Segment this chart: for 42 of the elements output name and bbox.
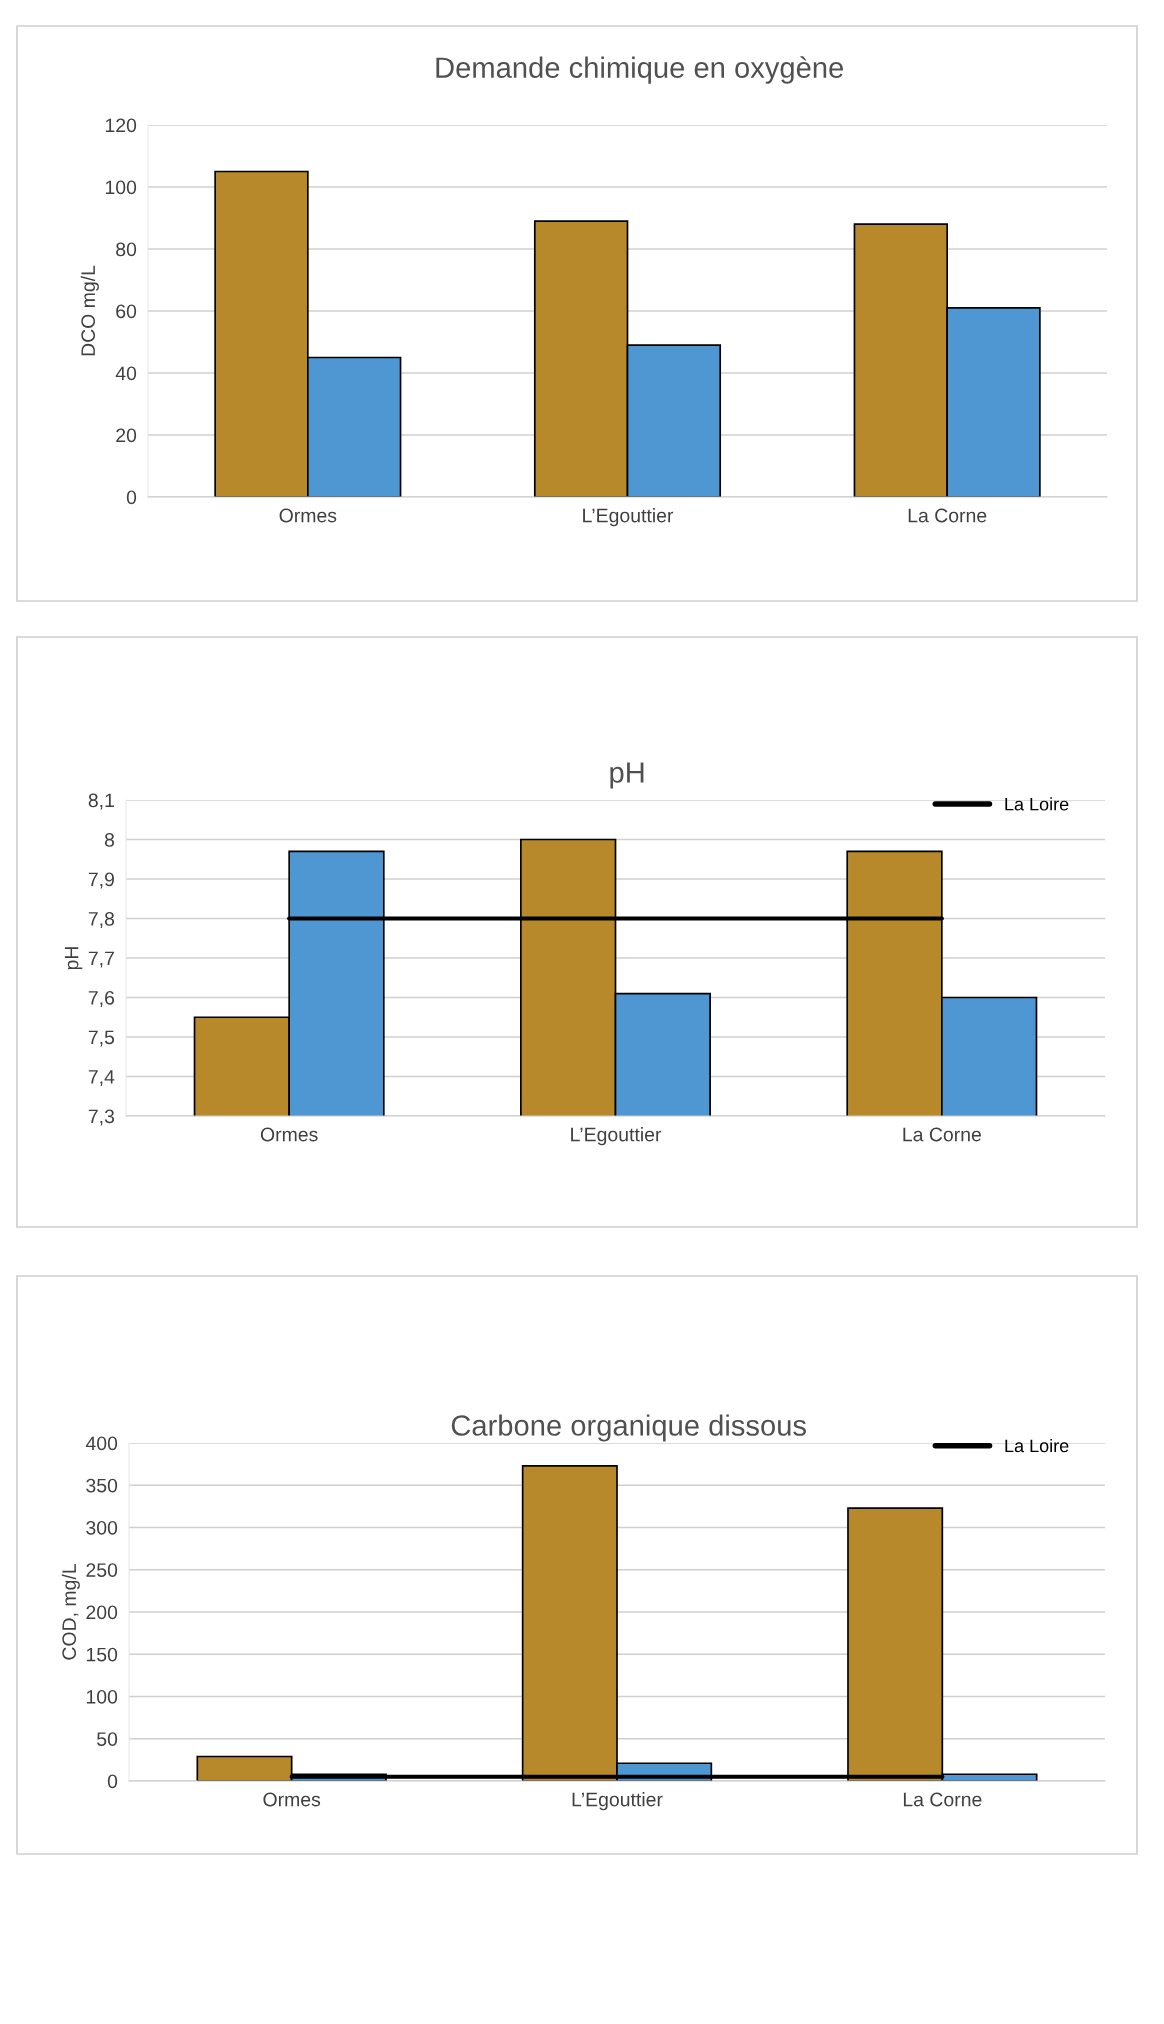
chart-title: pH xyxy=(610,762,644,789)
y-tick-label: 250 xyxy=(86,1563,118,1577)
y-tick-label: 8,1 xyxy=(88,793,114,810)
y-tick-label: 0 xyxy=(107,1774,118,1789)
x-tick-label: Ormes xyxy=(263,1792,321,1807)
y-tick-label: 7,3 xyxy=(88,1109,115,1126)
x-tick-label: La Corne xyxy=(903,1792,982,1807)
y-tick-label: 7,9 xyxy=(88,872,114,889)
legend-label: La Loire xyxy=(1005,797,1069,811)
x-tick-label: Ormes xyxy=(279,508,337,523)
y-axis-title: DCO mg/L xyxy=(80,265,99,356)
y-tick-label: 7,8 xyxy=(88,911,115,929)
x-tick-label: L’Egouttier xyxy=(583,508,674,527)
y-tick-label: 0 xyxy=(126,490,137,505)
y-tick-label: 40 xyxy=(115,366,137,381)
y-tick-label: 20 xyxy=(116,428,137,443)
legend-label: La Loire xyxy=(1005,1438,1069,1453)
y-tick-label: 7,4 xyxy=(88,1070,115,1087)
chart-title: Demande chimique en oxygène xyxy=(436,56,843,84)
y-tick-label: 60 xyxy=(116,304,137,319)
x-tick-label: L’Egouttier xyxy=(572,1792,663,1811)
y-tick-label: 8 xyxy=(104,832,115,847)
y-tick-label: 350 xyxy=(86,1478,118,1493)
x-tick-label: L’Egouttier xyxy=(571,1127,662,1146)
x-tick-label: La Corne xyxy=(903,1127,981,1142)
y-tick-label: 7,7 xyxy=(88,951,114,968)
y-tick-label: 7,5 xyxy=(88,1030,115,1047)
y-tick-label: 300 xyxy=(86,1520,118,1535)
y-tick-label: 50 xyxy=(97,1732,118,1746)
y-tick-label: 150 xyxy=(86,1647,118,1662)
x-tick-label: La Corne xyxy=(908,508,987,523)
y-tick-label: 100 xyxy=(86,1689,118,1704)
y-tick-label: 100 xyxy=(105,180,137,195)
y-tick-label: 400 xyxy=(85,1436,118,1451)
chart-title: Carbone organique dissous xyxy=(451,1414,806,1442)
x-tick-label: Ormes xyxy=(260,1127,318,1142)
y-tick-label: 200 xyxy=(86,1605,118,1620)
y-tick-label: 7,6 xyxy=(88,990,115,1008)
y-axis-title: pH xyxy=(64,947,83,970)
y-tick-label: 80 xyxy=(116,242,137,257)
y-axis-title: COD, mg/L xyxy=(61,1564,80,1660)
y-tick-label: 120 xyxy=(105,118,137,133)
